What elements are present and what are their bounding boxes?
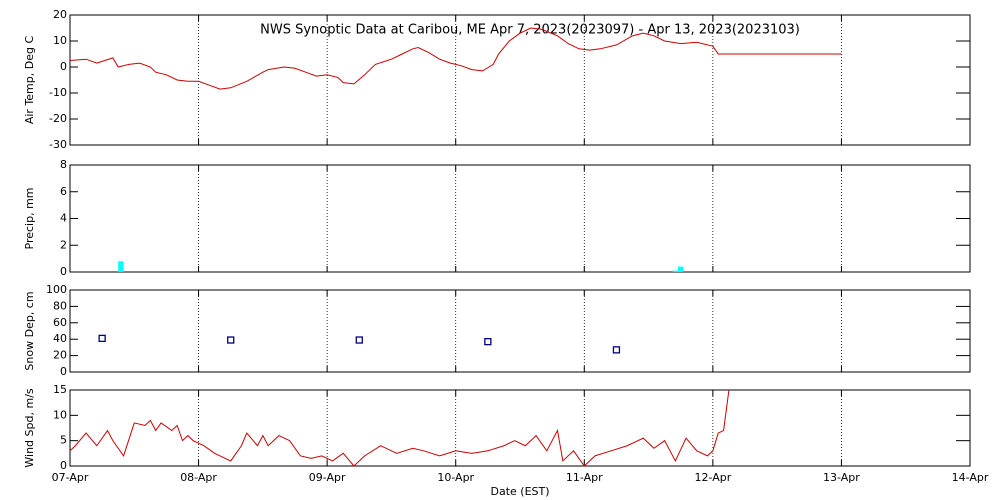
data-line bbox=[69, 389, 730, 467]
x-tick-label: 08-Apr bbox=[180, 471, 217, 484]
x-tick-label: 14-Apr bbox=[952, 471, 989, 484]
x-tick-label: 10-Apr bbox=[437, 471, 474, 484]
y-tick-label: 8 bbox=[60, 158, 67, 171]
x-tick-label: 07-Apr bbox=[52, 471, 89, 484]
x-tick-label: 13-Apr bbox=[823, 471, 860, 484]
x-tick-label: 09-Apr bbox=[309, 471, 346, 484]
y-tick-label: 80 bbox=[53, 299, 67, 312]
y-tick-label: 0 bbox=[60, 60, 67, 73]
y-tick-label: -20 bbox=[49, 112, 67, 125]
y-axis-label: Snow Dep, cm bbox=[23, 291, 36, 370]
point bbox=[98, 334, 106, 343]
data-line bbox=[69, 27, 842, 90]
y-tick-label: -10 bbox=[49, 86, 67, 99]
x-axis-label: Date (EST) bbox=[490, 485, 549, 498]
y-tick-label: -30 bbox=[49, 138, 67, 151]
y-tick-label: 60 bbox=[53, 316, 67, 329]
y-tick-label: 40 bbox=[53, 332, 67, 345]
y-tick-label: 5 bbox=[60, 434, 67, 447]
y-tick-label: 10 bbox=[53, 34, 67, 47]
y-axis-label: Precip, mm bbox=[23, 188, 36, 250]
plot-frame bbox=[69, 389, 971, 467]
chart-title: NWS Synoptic Data at Caribou, ME Apr 7, … bbox=[260, 23, 800, 38]
y-tick-label: 0 bbox=[60, 265, 67, 278]
plot-frame bbox=[69, 289, 971, 373]
plot-frame bbox=[69, 14, 971, 146]
y-axis-label: Air Temp, Deg C bbox=[23, 36, 36, 125]
y-tick-label: 20 bbox=[53, 8, 67, 21]
point bbox=[612, 346, 621, 354]
point bbox=[484, 338, 492, 346]
point bbox=[227, 336, 235, 344]
y-tick-label: 4 bbox=[60, 212, 67, 225]
y-tick-label: 0 bbox=[60, 459, 67, 472]
y-tick-label: 0 bbox=[60, 365, 67, 378]
bar bbox=[118, 261, 124, 272]
y-tick-label: 15 bbox=[53, 383, 67, 396]
y-tick-label: 2 bbox=[60, 238, 67, 251]
y-axis-label: Wind Spd, m/s bbox=[23, 388, 36, 468]
y-tick-label: 100 bbox=[46, 283, 67, 296]
y-tick-label: 6 bbox=[60, 185, 67, 198]
y-tick-label: 10 bbox=[53, 408, 67, 421]
bar bbox=[672, 270, 679, 272]
bar bbox=[678, 266, 684, 272]
y-tick-label: 20 bbox=[53, 349, 67, 362]
x-tick-label: 12-Apr bbox=[694, 471, 731, 484]
plot-frame bbox=[69, 164, 971, 273]
x-tick-label: 11-Apr bbox=[566, 471, 603, 484]
point bbox=[355, 336, 363, 344]
